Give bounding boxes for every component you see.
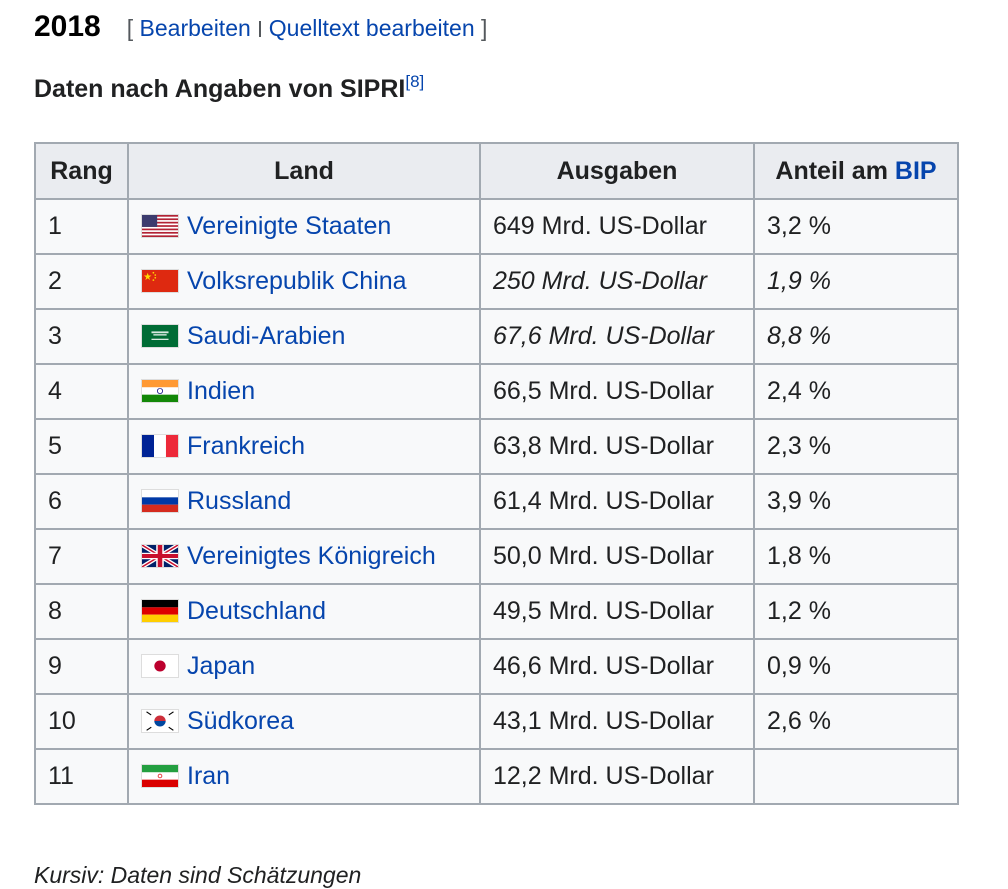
country-cell: Südkorea — [127, 693, 481, 750]
rank-cell: 10 — [34, 693, 129, 750]
rank-cell: 7 — [34, 528, 129, 585]
spending-cell: 250 Mrd. US-Dollar — [479, 253, 755, 310]
bracket-close: ] — [481, 15, 488, 41]
table-caption: Daten nach Angaben von SIPRI[8] — [34, 72, 424, 104]
germany-flag-icon[interactable] — [141, 599, 179, 624]
edit-source-link[interactable]: Quelltext bearbeiten — [268, 15, 475, 41]
country-link[interactable]: Saudi-Arabien — [187, 322, 346, 350]
rank-cell: 11 — [34, 748, 129, 805]
column-header-land[interactable]: Land — [127, 142, 481, 200]
section-heading: 2018 [ Bearbeiten Quelltext bearbeiten ] — [34, 10, 487, 50]
country-cell: Frankreich — [127, 418, 481, 475]
spending-cell: 61,4 Mrd. US-Dollar — [479, 473, 755, 530]
country-cell: Vereinigtes Königreich — [127, 528, 481, 585]
country-cell: Saudi-Arabien — [127, 308, 481, 365]
gdp-share-cell: 1,8 % — [753, 528, 959, 585]
country-link[interactable]: Frankreich — [187, 432, 306, 460]
table-row: 8 Deutschland 49,5 Mrd. US-Dollar 1,2 % — [34, 583, 959, 640]
rank-cell: 6 — [34, 473, 129, 530]
gdp-share-cell: 1,9 % — [753, 253, 959, 310]
country-link[interactable]: Indien — [187, 377, 256, 405]
rank-cell: 5 — [34, 418, 129, 475]
rank-cell: 8 — [34, 583, 129, 640]
uk-flag-icon[interactable] — [141, 544, 179, 569]
gdp-share-cell: 2,6 % — [753, 693, 959, 750]
gdp-share-cell: 3,2 % — [753, 198, 959, 255]
reference-superscript: [8] — [405, 72, 424, 91]
spending-cell: 46,6 Mrd. US-Dollar — [479, 638, 755, 695]
edit-link[interactable]: Bearbeiten — [139, 15, 251, 41]
country-link[interactable]: Vereinigtes Königreich — [187, 542, 436, 570]
country-cell: Russland — [127, 473, 481, 530]
saudi-arabia-flag-icon[interactable] — [141, 324, 179, 349]
country-link[interactable]: Volksrepublik China — [187, 267, 407, 295]
rank-cell: 2 — [34, 253, 129, 310]
gdp-share-cell: 0,9 % — [753, 638, 959, 695]
country-link[interactable]: Vereinigte Staaten — [187, 212, 392, 240]
table-row: 4 Indien 66,5 Mrd. US-Dollar 2,4 % — [34, 363, 959, 420]
table-row: 2 Volksrepublik China 250 Mrd. US-Dollar… — [34, 253, 959, 310]
china-flag-icon[interactable] — [141, 269, 179, 294]
table-row: 9 Japan 46,6 Mrd. US-Dollar 0,9 % — [34, 638, 959, 695]
country-cell: Deutschland — [127, 583, 481, 640]
usa-flag-icon[interactable] — [141, 214, 179, 239]
france-flag-icon[interactable] — [141, 434, 179, 459]
japan-flag-icon[interactable] — [141, 654, 179, 679]
column-header-ausgaben[interactable]: Ausgaben — [479, 142, 755, 200]
column-header-rang[interactable]: Rang — [34, 142, 129, 200]
gdp-share-cell: 2,3 % — [753, 418, 959, 475]
table-row: 5 Frankreich 63,8 Mrd. US-Dollar 2,3 % — [34, 418, 959, 475]
bracket-open: [ — [126, 15, 134, 41]
divider — [258, 21, 261, 37]
country-cell: Indien — [127, 363, 481, 420]
military-spending-table: Rang Land Ausgaben Anteil am BIP 1 — [34, 142, 959, 805]
country-link[interactable]: Russland — [187, 487, 292, 515]
bip-link[interactable]: BIP — [894, 156, 937, 185]
gdp-share-cell: 8,8 % — [753, 308, 959, 365]
country-link[interactable]: Japan — [187, 652, 256, 680]
gdp-share-cell — [753, 748, 959, 805]
caption-text: Daten nach Angaben von SIPRI — [34, 75, 406, 103]
india-flag-icon[interactable] — [141, 379, 179, 404]
iran-flag-icon[interactable] — [141, 764, 179, 789]
rank-cell: 3 — [34, 308, 129, 365]
table-row: 11 Iran 12,2 Mrd. US-Dollar — [34, 748, 959, 805]
spending-cell: 63,8 Mrd. US-Dollar — [479, 418, 755, 475]
gdp-share-cell: 2,4 % — [753, 363, 959, 420]
column-header-bip[interactable]: Anteil am BIP — [753, 142, 959, 200]
table-row: 10 Südkorea 43,1 Mrd. US-Dollar 2,6 % — [34, 693, 959, 750]
country-cell: Volksrepublik China — [127, 253, 481, 310]
spending-cell: 12,2 Mrd. US-Dollar — [479, 748, 755, 805]
spending-cell: 50,0 Mrd. US-Dollar — [479, 528, 755, 585]
country-link[interactable]: Südkorea — [187, 707, 295, 735]
spending-cell: 49,5 Mrd. US-Dollar — [479, 583, 755, 640]
gdp-share-cell: 3,9 % — [753, 473, 959, 530]
table-row: 1 Vereinigte Staaten 649 — [34, 198, 959, 255]
country-cell: Iran — [127, 748, 481, 805]
table-row: 7 Vereinigtes Königreich — [34, 528, 959, 585]
spending-cell: 43,1 Mrd. US-Dollar — [479, 693, 755, 750]
table-header-row: Rang Land Ausgaben Anteil am BIP — [34, 142, 959, 200]
spending-cell: 649 Mrd. US-Dollar — [479, 198, 755, 255]
rank-cell: 1 — [34, 198, 129, 255]
country-link[interactable]: Deutschland — [187, 597, 326, 625]
reference-link[interactable]: [8] — [405, 72, 425, 91]
spending-cell: 66,5 Mrd. US-Dollar — [479, 363, 755, 420]
country-link[interactable]: Iran — [187, 762, 231, 790]
table-row: 3 Saudi-Arabien 67,6 Mrd. US-Dollar 8,8 … — [34, 308, 959, 365]
gdp-share-cell: 1,2 % — [753, 583, 959, 640]
section-title: 2018 — [34, 10, 101, 43]
south-korea-flag-icon[interactable] — [141, 709, 179, 734]
rank-cell: 9 — [34, 638, 129, 695]
bip-header-prefix: Anteil am — [775, 156, 888, 185]
russia-flag-icon[interactable] — [141, 489, 179, 514]
country-cell: Japan — [127, 638, 481, 695]
rank-cell: 4 — [34, 363, 129, 420]
edit-section-links: [ Bearbeiten Quelltext bearbeiten ] — [127, 15, 488, 42]
country-cell: Vereinigte Staaten — [127, 198, 481, 255]
spending-cell: 67,6 Mrd. US-Dollar — [479, 308, 755, 365]
table-row: 6 Russland 61,4 Mrd. US-Dollar 3,9 % — [34, 473, 959, 530]
